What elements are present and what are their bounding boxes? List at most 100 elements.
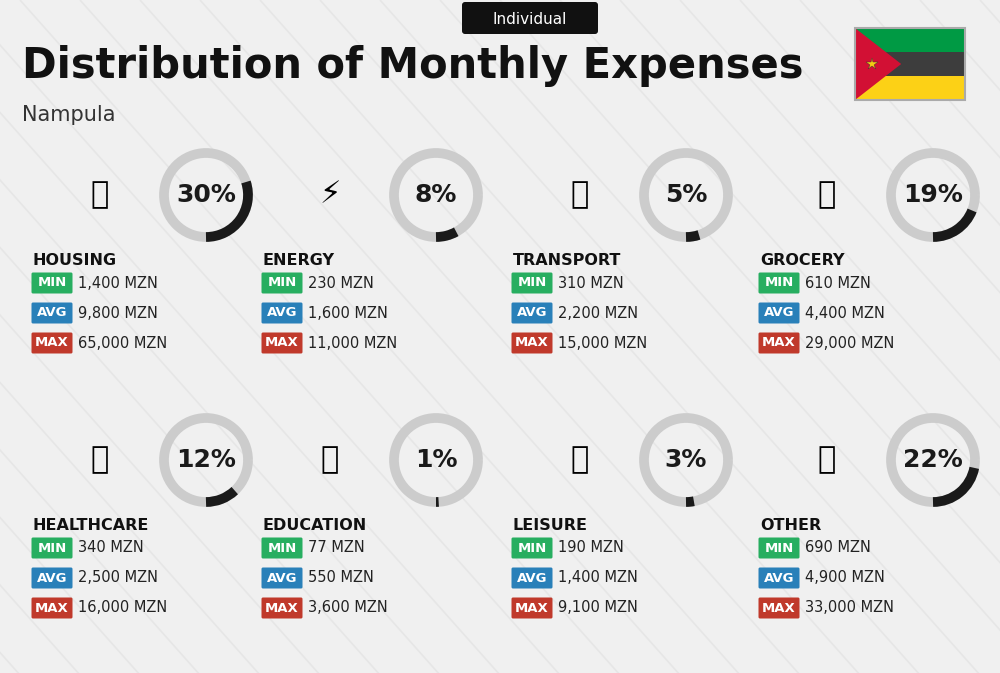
Text: 16,000 MZN: 16,000 MZN — [78, 600, 167, 616]
Text: 65,000 MZN: 65,000 MZN — [78, 336, 167, 351]
Text: MIN: MIN — [517, 277, 547, 289]
FancyBboxPatch shape — [32, 273, 72, 293]
Text: 8%: 8% — [415, 183, 457, 207]
Text: 19%: 19% — [903, 183, 963, 207]
Text: AVG: AVG — [37, 306, 67, 320]
Text: MAX: MAX — [265, 602, 299, 614]
FancyBboxPatch shape — [759, 567, 800, 588]
Text: 33,000 MZN: 33,000 MZN — [805, 600, 894, 616]
FancyBboxPatch shape — [462, 2, 598, 34]
Text: OTHER: OTHER — [760, 518, 821, 533]
Text: 1%: 1% — [415, 448, 457, 472]
Text: 🛍️: 🛍️ — [571, 446, 589, 474]
FancyBboxPatch shape — [32, 567, 72, 588]
Text: 4,900 MZN: 4,900 MZN — [805, 571, 885, 586]
FancyBboxPatch shape — [759, 332, 800, 353]
Text: MAX: MAX — [35, 336, 69, 349]
FancyBboxPatch shape — [262, 332, 302, 353]
Text: MIN: MIN — [37, 277, 67, 289]
Text: MAX: MAX — [515, 602, 549, 614]
Polygon shape — [855, 28, 901, 100]
Text: HOUSING: HOUSING — [33, 253, 117, 268]
Text: AVG: AVG — [517, 571, 547, 584]
Text: AVG: AVG — [764, 306, 794, 320]
Text: AVG: AVG — [267, 306, 297, 320]
FancyBboxPatch shape — [512, 598, 552, 618]
FancyBboxPatch shape — [512, 273, 552, 293]
FancyBboxPatch shape — [512, 302, 552, 324]
Text: 29,000 MZN: 29,000 MZN — [805, 336, 894, 351]
Text: 🏢: 🏢 — [91, 180, 109, 209]
FancyBboxPatch shape — [759, 273, 800, 293]
Text: TRANSPORT: TRANSPORT — [513, 253, 621, 268]
Text: GROCERY: GROCERY — [760, 253, 844, 268]
Text: 340 MZN: 340 MZN — [78, 540, 144, 555]
Text: 550 MZN: 550 MZN — [308, 571, 374, 586]
FancyBboxPatch shape — [855, 28, 965, 52]
Text: MIN: MIN — [517, 542, 547, 555]
Text: 22%: 22% — [903, 448, 963, 472]
Text: MAX: MAX — [35, 602, 69, 614]
Text: 30%: 30% — [176, 183, 236, 207]
Text: 690 MZN: 690 MZN — [805, 540, 871, 555]
Text: HEALTHCARE: HEALTHCARE — [33, 518, 149, 533]
Text: AVG: AVG — [37, 571, 67, 584]
Text: 3%: 3% — [665, 448, 707, 472]
Text: ⚡: ⚡ — [319, 180, 341, 209]
FancyBboxPatch shape — [262, 273, 302, 293]
FancyBboxPatch shape — [32, 598, 72, 618]
Text: 77 MZN: 77 MZN — [308, 540, 365, 555]
Text: 610 MZN: 610 MZN — [805, 275, 871, 291]
FancyBboxPatch shape — [32, 538, 72, 559]
Text: 1,600 MZN: 1,600 MZN — [308, 306, 388, 320]
Text: MIN: MIN — [764, 542, 794, 555]
FancyBboxPatch shape — [759, 538, 800, 559]
FancyBboxPatch shape — [759, 302, 800, 324]
Text: 2,200 MZN: 2,200 MZN — [558, 306, 638, 320]
Text: 310 MZN: 310 MZN — [558, 275, 624, 291]
FancyBboxPatch shape — [262, 598, 302, 618]
Text: EDUCATION: EDUCATION — [263, 518, 367, 533]
Text: 4,400 MZN: 4,400 MZN — [805, 306, 885, 320]
Text: MAX: MAX — [265, 336, 299, 349]
Text: 1,400 MZN: 1,400 MZN — [78, 275, 158, 291]
FancyBboxPatch shape — [855, 52, 965, 76]
Text: 👜: 👜 — [818, 446, 836, 474]
Text: 12%: 12% — [176, 448, 236, 472]
Text: 9,800 MZN: 9,800 MZN — [78, 306, 158, 320]
FancyBboxPatch shape — [262, 567, 302, 588]
FancyBboxPatch shape — [32, 302, 72, 324]
Text: 230 MZN: 230 MZN — [308, 275, 374, 291]
FancyBboxPatch shape — [512, 538, 552, 559]
Text: MIN: MIN — [37, 542, 67, 555]
Text: LEISURE: LEISURE — [513, 518, 588, 533]
Text: AVG: AVG — [267, 571, 297, 584]
Text: MIN: MIN — [267, 542, 297, 555]
Text: 🎓: 🎓 — [321, 446, 339, 474]
Text: 🩺: 🩺 — [91, 446, 109, 474]
FancyBboxPatch shape — [855, 76, 965, 100]
FancyBboxPatch shape — [759, 598, 800, 618]
Text: 🛒: 🛒 — [818, 180, 836, 209]
Text: MAX: MAX — [762, 602, 796, 614]
Text: 9,100 MZN: 9,100 MZN — [558, 600, 638, 616]
Text: 5%: 5% — [665, 183, 707, 207]
Text: 190 MZN: 190 MZN — [558, 540, 624, 555]
FancyBboxPatch shape — [262, 302, 302, 324]
Text: AVG: AVG — [764, 571, 794, 584]
Text: 🚌: 🚌 — [571, 180, 589, 209]
Text: 3,600 MZN: 3,600 MZN — [308, 600, 388, 616]
Text: ENERGY: ENERGY — [263, 253, 335, 268]
Text: MAX: MAX — [515, 336, 549, 349]
Text: MIN: MIN — [267, 277, 297, 289]
FancyBboxPatch shape — [262, 538, 302, 559]
Text: 11,000 MZN: 11,000 MZN — [308, 336, 397, 351]
Text: Distribution of Monthly Expenses: Distribution of Monthly Expenses — [22, 45, 804, 87]
Text: 15,000 MZN: 15,000 MZN — [558, 336, 647, 351]
Text: MAX: MAX — [762, 336, 796, 349]
Text: 1,400 MZN: 1,400 MZN — [558, 571, 638, 586]
FancyBboxPatch shape — [512, 332, 552, 353]
FancyBboxPatch shape — [32, 332, 72, 353]
Text: 2,500 MZN: 2,500 MZN — [78, 571, 158, 586]
FancyBboxPatch shape — [512, 567, 552, 588]
